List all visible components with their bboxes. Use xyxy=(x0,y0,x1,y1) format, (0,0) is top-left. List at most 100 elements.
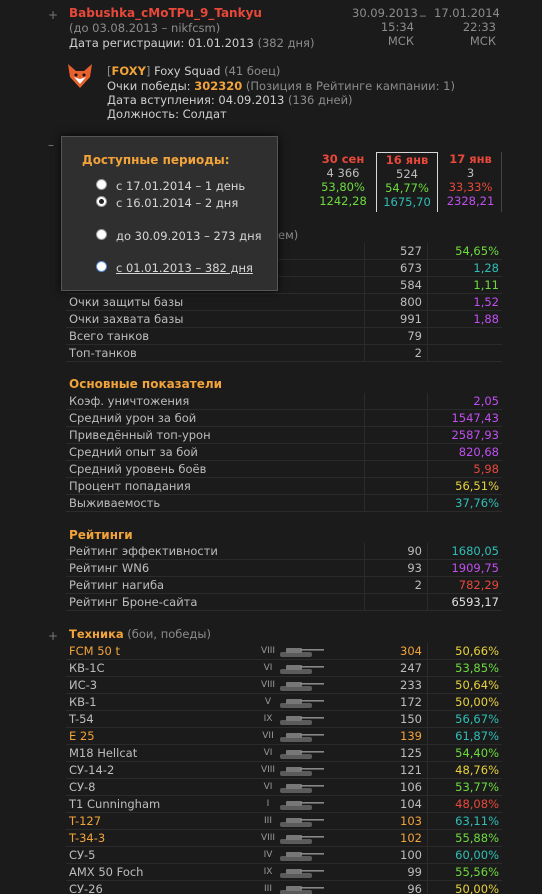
tank-battles: 233 xyxy=(400,678,422,692)
tank-winrate: 61,87% xyxy=(455,729,499,743)
tank-winrate: 53,77% xyxy=(455,780,499,794)
stat-label: Всего танков xyxy=(69,329,150,343)
tank-tier: III xyxy=(264,884,272,894)
stat-value: 1547,43 xyxy=(451,411,499,425)
tank-name[interactable]: M18 Hellcat xyxy=(69,746,138,760)
join-days: (136 дней) xyxy=(287,93,353,107)
tank-row[interactable]: E 25 VII 139 61,87% xyxy=(66,728,502,745)
compare-col-17jan-rating: 2328,21 xyxy=(446,194,495,208)
player-name[interactable]: Babushka_cMoTPu_9_Tankyu xyxy=(69,6,262,20)
tank-winrate: 48,76% xyxy=(455,763,499,777)
stat-count: 2 xyxy=(414,578,422,592)
compare-col-16jan-winrate: 54,77% xyxy=(385,181,429,195)
period-radio-2[interactable] xyxy=(96,196,107,207)
col-divider xyxy=(364,461,365,477)
col-divider xyxy=(427,660,428,676)
stat-row: Очки защиты базы 800 1,52 xyxy=(66,294,502,311)
tank-row[interactable]: T-127 III 103 63,11% xyxy=(66,813,502,830)
tank-row[interactable]: T-54 IX 150 56,67% xyxy=(66,711,502,728)
tank-name[interactable]: СУ-5 xyxy=(69,848,96,862)
tank-name[interactable]: AMX 50 Foch xyxy=(69,865,144,879)
stat-label: Очки защиты базы xyxy=(69,295,184,309)
clan-name[interactable]: Foxy Squad xyxy=(154,64,221,78)
period-radio-3[interactable] xyxy=(96,229,107,240)
tank-row[interactable]: FCM 50 t VIII 304 50,66% xyxy=(66,643,502,660)
tank-tier: VIII xyxy=(260,680,276,690)
tank-name[interactable]: КВ-1С xyxy=(69,661,105,675)
col-divider xyxy=(427,847,428,863)
compare-col-30sep-head[interactable]: 30 сен xyxy=(321,152,365,166)
col-divider xyxy=(427,543,428,559)
periods-title: Доступные периоды: xyxy=(82,153,230,167)
tank-name[interactable]: T1 Cunningham xyxy=(69,797,161,811)
tank-row[interactable]: СУ-26 III 96 50,00% xyxy=(66,881,502,894)
col-divider xyxy=(427,745,428,761)
period-option-4[interactable]: с 01.01.2013 – 382 дня xyxy=(116,261,253,275)
tank-row[interactable]: КВ-1С VI 247 53,85% xyxy=(66,660,502,677)
tank-tier: VI xyxy=(263,663,273,673)
period-radio-4[interactable] xyxy=(96,261,107,272)
tank-tier: VI xyxy=(263,782,273,792)
col-divider xyxy=(364,311,365,327)
compare-col-30sep-battles: 4 366 xyxy=(326,166,360,180)
period-radio-1[interactable] xyxy=(96,179,107,190)
stat-value: 37,76% xyxy=(455,496,499,510)
tank-name[interactable]: T-54 xyxy=(69,712,94,726)
compare-col-16jan-head[interactable]: 16 янв xyxy=(385,153,429,167)
collapse-stats-toggle[interactable]: – xyxy=(48,138,54,152)
tank-battles: 104 xyxy=(400,797,422,811)
period-option-3[interactable]: до 30.09.2013 – 273 дня xyxy=(116,229,262,243)
period-option-2[interactable]: с 16.01.2014 – 2 дня xyxy=(116,196,239,210)
tank-name[interactable]: СУ-26 xyxy=(69,882,103,894)
tank-winrate: 63,11% xyxy=(455,814,499,828)
tank-name[interactable]: ИС-3 xyxy=(69,678,98,692)
stat-row: Всего танков 79 xyxy=(66,328,502,345)
col-divider xyxy=(427,345,428,361)
tank-row[interactable]: СУ-5 IV 100 60,00% xyxy=(66,847,502,864)
expand-tech-toggle[interactable]: + xyxy=(48,629,59,643)
tank-battles: 150 xyxy=(400,712,422,726)
tank-name[interactable]: СУ-14-2 xyxy=(69,763,115,777)
victory-points: Очки победы: 302320 (Позиция в Рейтинге … xyxy=(107,79,455,93)
tank-row[interactable]: M18 Hellcat VI 125 54,40% xyxy=(66,745,502,762)
col-divider xyxy=(427,495,428,511)
stat-count: 584 xyxy=(400,278,422,292)
tank-winrate: 54,40% xyxy=(455,746,499,760)
tank-name[interactable]: КВ-1 xyxy=(69,695,97,709)
col-divider xyxy=(427,393,428,409)
tank-row[interactable]: СУ-14-2 VIII 121 48,76% xyxy=(66,762,502,779)
tank-row[interactable]: СУ-8 VI 106 53,77% xyxy=(66,779,502,796)
tank-row[interactable]: КВ-1 V 172 50,00% xyxy=(66,694,502,711)
tank-name[interactable]: T-34-3 xyxy=(69,831,106,845)
tank-row[interactable]: T1 Cunningham I 104 48,08% xyxy=(66,796,502,813)
stat-row: Топ-танков 2 xyxy=(66,345,502,362)
stat-count: 991 xyxy=(400,312,422,326)
tank-name[interactable]: FCM 50 t xyxy=(69,644,121,658)
tank-name[interactable]: T-127 xyxy=(69,814,102,828)
stat-value: 2587,93 xyxy=(451,428,499,442)
tank-battles: 247 xyxy=(400,661,422,675)
tank-battles: 106 xyxy=(400,780,422,794)
compare-col-17jan-head[interactable]: 17 янв xyxy=(449,152,492,166)
tank-name[interactable]: E 25 xyxy=(69,729,95,743)
col-divider xyxy=(364,243,365,259)
player-prev-name: (до 03.08.2013 – nikfcsm) xyxy=(69,21,221,35)
tank-name[interactable]: СУ-8 xyxy=(69,780,96,794)
tank-icon xyxy=(276,781,326,794)
col-divider xyxy=(427,796,428,812)
clan-tag[interactable]: FOXY xyxy=(111,64,146,78)
period-end-time: 22:33 МСК xyxy=(462,20,496,48)
tank-row[interactable]: T-34-3 VIII 102 55,88% xyxy=(66,830,502,847)
col-divider xyxy=(427,560,428,576)
stat-value: 5,98 xyxy=(473,462,499,476)
period-option-1[interactable]: с 17.01.2014 – 1 день xyxy=(116,179,246,193)
tank-row[interactable]: AMX 50 Foch IX 99 55,56% xyxy=(66,864,502,881)
compare-col-30sep-winrate: 53,80% xyxy=(321,180,365,194)
stat-value: 1,52 xyxy=(473,295,499,309)
tank-icon xyxy=(276,798,326,811)
tank-icon xyxy=(276,713,326,726)
stat-value: 54,65% xyxy=(455,244,499,258)
tank-row[interactable]: ИС-3 VIII 233 50,64% xyxy=(66,677,502,694)
tank-battles: 172 xyxy=(400,695,422,709)
collapse-player-toggle[interactable]: + xyxy=(48,8,59,22)
